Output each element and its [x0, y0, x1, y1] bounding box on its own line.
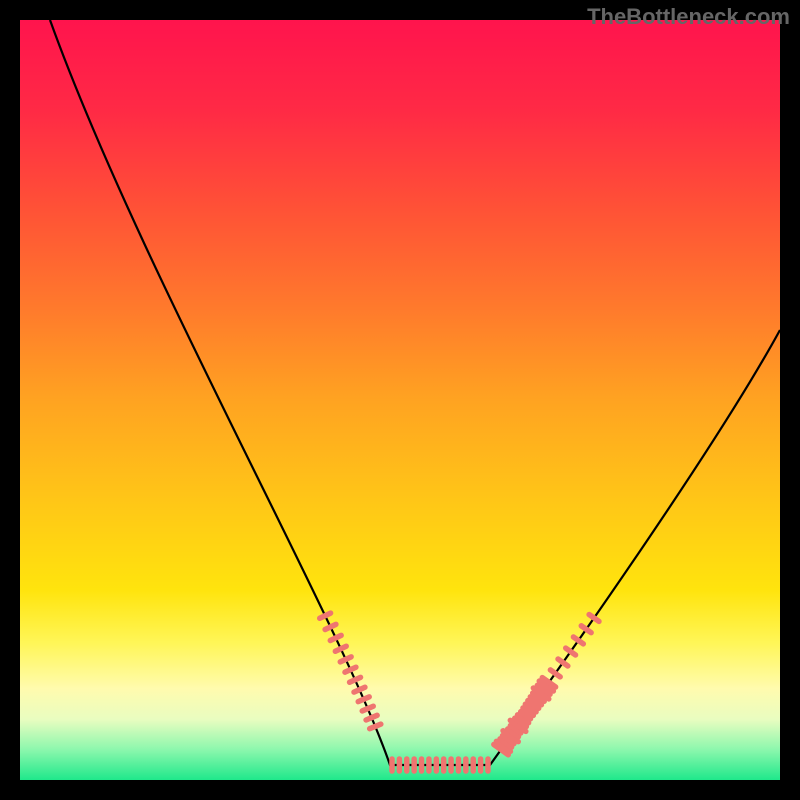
chart-root: TheBottleneck.com [0, 0, 800, 800]
bottleneck-chart-svg [0, 0, 800, 800]
plot-background [20, 20, 780, 780]
